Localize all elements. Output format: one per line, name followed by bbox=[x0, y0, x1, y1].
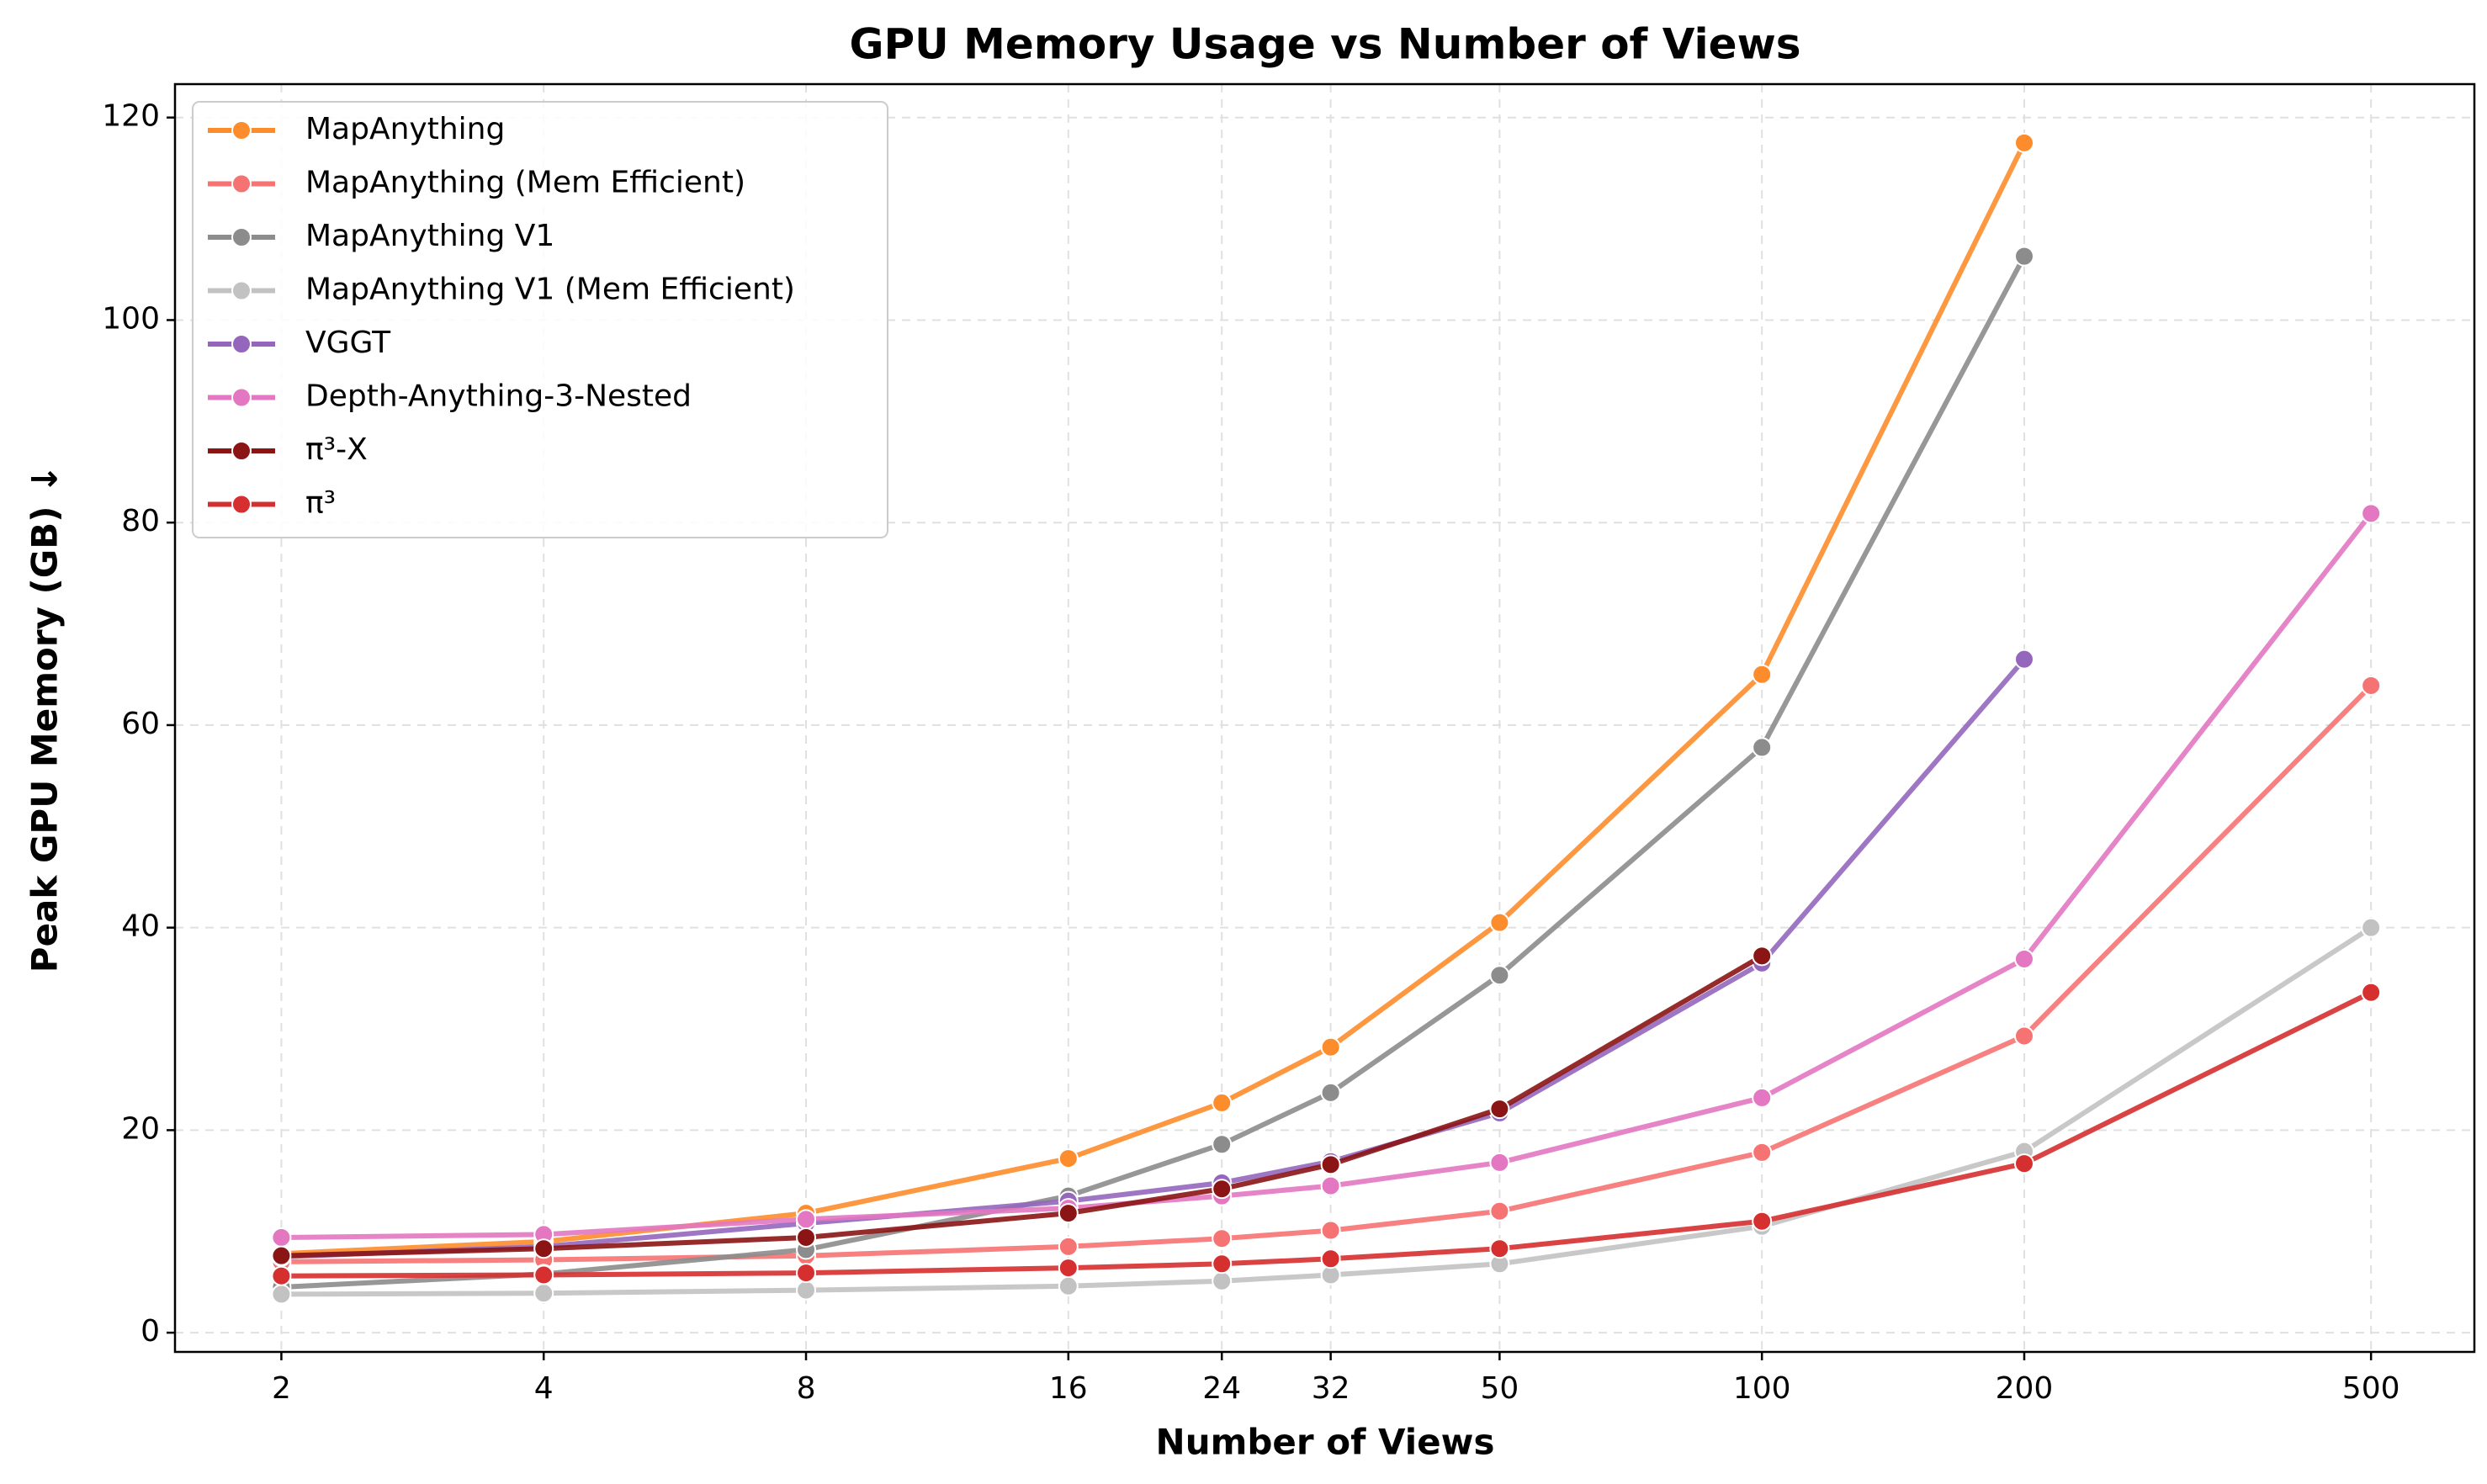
series-line bbox=[281, 990, 2373, 1279]
legend-label: VGGT bbox=[305, 326, 391, 360]
data-point bbox=[796, 1209, 817, 1230]
data-point bbox=[1320, 1036, 1341, 1057]
series-line bbox=[281, 925, 2373, 1297]
y-tick-label: 120 bbox=[102, 99, 160, 134]
data-point bbox=[1212, 1179, 1233, 1200]
data-point bbox=[1058, 1275, 1079, 1296]
data-point bbox=[1320, 1082, 1341, 1103]
legend-swatch-marker bbox=[231, 280, 252, 301]
data-point bbox=[271, 1284, 292, 1305]
y-tick-label: 20 bbox=[121, 1111, 160, 1146]
data-point bbox=[2013, 948, 2034, 969]
x-tick-label: 4 bbox=[534, 1371, 554, 1406]
chart-title: GPU Memory Usage vs Number of Views bbox=[849, 20, 1800, 69]
data-point bbox=[1752, 737, 1773, 758]
data-point bbox=[1212, 1092, 1233, 1113]
x-tick-label: 50 bbox=[1480, 1371, 1519, 1406]
data-point bbox=[2361, 675, 2382, 696]
data-point bbox=[2013, 246, 2034, 267]
data-point bbox=[1058, 1148, 1079, 1169]
data-point bbox=[796, 1227, 817, 1248]
data-point bbox=[1752, 1142, 1773, 1163]
x-axis-label: Number of Views bbox=[1156, 1422, 1495, 1463]
data-point bbox=[1752, 946, 1773, 967]
data-point bbox=[1212, 1134, 1233, 1155]
y-axis-label: Peak GPU Memory (GB) ↓ bbox=[24, 464, 66, 973]
x-tick-label: 24 bbox=[1202, 1371, 1241, 1406]
data-point bbox=[533, 1264, 554, 1285]
data-point bbox=[533, 1283, 554, 1304]
data-point bbox=[1058, 1203, 1079, 1224]
data-point bbox=[1212, 1253, 1233, 1275]
plot-area bbox=[271, 132, 2382, 1305]
data-point bbox=[1320, 1175, 1341, 1196]
data-point bbox=[1212, 1270, 1233, 1291]
data-point bbox=[1058, 1258, 1079, 1279]
data-point bbox=[1489, 1200, 1510, 1222]
data-point bbox=[271, 1227, 292, 1248]
legend-label: MapAnything (Mem Efficient) bbox=[305, 166, 745, 200]
data-point bbox=[2361, 503, 2382, 524]
data-point bbox=[1058, 1236, 1079, 1257]
legend: MapAnything MapAnything (Mem Efficient) Ma… bbox=[192, 101, 888, 538]
legend-swatch-marker bbox=[231, 120, 252, 140]
data-point bbox=[1489, 965, 1510, 986]
data-point bbox=[2013, 1026, 2034, 1047]
legend-swatch-marker bbox=[231, 494, 252, 515]
legend-swatch-marker bbox=[231, 334, 252, 354]
data-point bbox=[1320, 1220, 1341, 1241]
legend-frame bbox=[192, 101, 888, 538]
legend-label: MapAnything V1 bbox=[305, 219, 554, 253]
series-line bbox=[281, 953, 1763, 1259]
data-point bbox=[2361, 982, 2382, 1003]
data-point bbox=[2013, 1153, 2034, 1174]
data-point bbox=[1320, 1154, 1341, 1175]
data-point bbox=[1489, 1238, 1510, 1259]
series-line bbox=[281, 683, 2373, 1264]
data-point bbox=[2013, 132, 2034, 153]
legend-swatch-marker bbox=[231, 387, 252, 408]
series-line bbox=[281, 511, 2373, 1240]
data-point bbox=[2361, 917, 2382, 938]
y-tick-label: 40 bbox=[121, 909, 160, 944]
x-tick-label: 8 bbox=[797, 1371, 816, 1406]
y-tick-label: 100 bbox=[102, 301, 160, 336]
x-tick-label: 100 bbox=[1733, 1371, 1791, 1406]
legend-swatch-marker bbox=[231, 173, 252, 194]
legend-label: MapAnything bbox=[305, 112, 505, 146]
data-point bbox=[533, 1238, 554, 1259]
x-tick-label: 500 bbox=[2342, 1371, 2400, 1406]
y-tick-label: 0 bbox=[141, 1314, 160, 1349]
legend-label: π³ bbox=[305, 486, 336, 521]
legend-swatch-marker bbox=[231, 227, 252, 247]
x-tick-label: 32 bbox=[1312, 1371, 1350, 1406]
data-point bbox=[271, 1265, 292, 1286]
data-point bbox=[1752, 1211, 1773, 1232]
y-tick-label: 60 bbox=[121, 707, 160, 741]
x-tick-label: 200 bbox=[1996, 1371, 2054, 1406]
data-point bbox=[796, 1263, 817, 1284]
legend-label: Depth-Anything-3-Nested bbox=[305, 379, 692, 414]
legend-label: MapAnything V1 (Mem Efficient) bbox=[305, 273, 795, 307]
data-point bbox=[2013, 649, 2034, 670]
y-tick-label: 80 bbox=[121, 504, 160, 538]
x-tick-label: 16 bbox=[1049, 1371, 1088, 1406]
data-point bbox=[1320, 1248, 1341, 1269]
data-point bbox=[796, 1280, 817, 1301]
data-point bbox=[1212, 1228, 1233, 1249]
plot-frame bbox=[173, 82, 2476, 1354]
legend-swatch-marker bbox=[231, 441, 252, 461]
data-point bbox=[1752, 1087, 1773, 1108]
data-point bbox=[271, 1245, 292, 1266]
legend-label: π³-X bbox=[305, 432, 368, 467]
x-tick-label: 2 bbox=[272, 1371, 291, 1406]
data-point bbox=[1489, 1152, 1510, 1173]
data-point bbox=[1489, 912, 1510, 933]
data-point bbox=[1752, 664, 1773, 685]
data-point bbox=[1489, 1099, 1510, 1120]
